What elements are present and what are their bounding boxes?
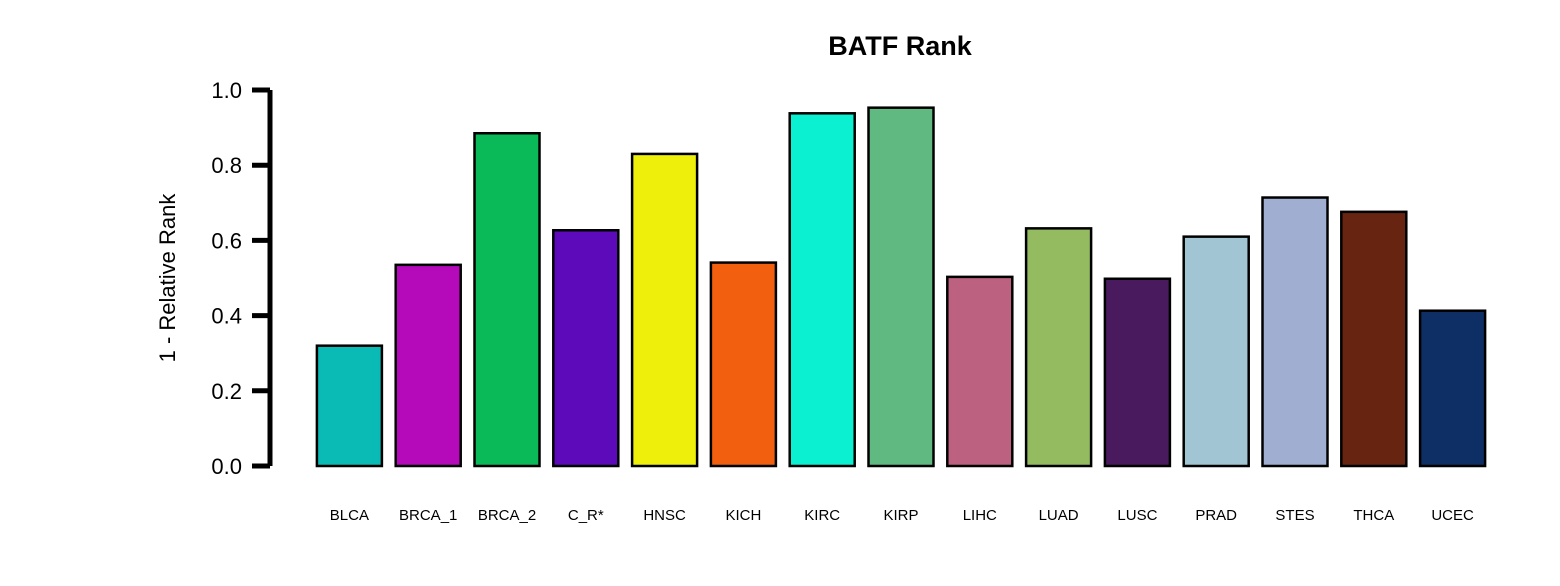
y-tick-label: 0.0 (211, 454, 242, 479)
bar-kirc (788, 112, 856, 468)
y-tick-label: 0.4 (211, 304, 242, 329)
x-tick-label: BRCA_2 (478, 507, 536, 524)
y-axis-label: 1 - Relative Rank (155, 193, 180, 363)
bar-luad (1024, 227, 1093, 468)
bar-c-r (552, 228, 620, 468)
bar-stes (1261, 196, 1329, 468)
y-tick-label: 0.6 (211, 228, 242, 253)
bar-thca (1340, 210, 1408, 468)
x-tick-label: C_R* (568, 507, 604, 524)
x-tick-label: STES (1275, 507, 1314, 524)
chart-title: BATF Rank (828, 31, 972, 61)
x-tick-label: HNSC (643, 507, 686, 524)
bar-lusc (1103, 277, 1172, 468)
x-tick-label: BLCA (330, 507, 369, 524)
y-axis: 0.0 0.2 0.4 0.6 0.8 1.0 (211, 78, 273, 479)
y-tick-label: 1.0 (211, 78, 242, 103)
x-tick-label: KIRP (883, 507, 918, 524)
bar-brca-1 (394, 263, 462, 468)
bars (315, 106, 1487, 468)
x-tick-label: UCEC (1431, 507, 1474, 524)
bar-kich (709, 261, 778, 468)
y-tick-label: 0.2 (211, 379, 242, 404)
x-tick-label: KICH (725, 507, 761, 524)
x-axis-labels: BLCA BRCA_1 BRCA_2 C_R* HNSC KICH KIRC KIRP LIHC… (330, 507, 1474, 524)
bar-ucec (1418, 309, 1487, 468)
bar-blca (315, 344, 384, 468)
x-tick-label: LIHC (963, 507, 997, 524)
y-tick-label: 0.8 (211, 153, 242, 178)
bar-hnsc (630, 152, 699, 468)
bar-kirp (867, 106, 935, 468)
x-tick-label: PRAD (1195, 507, 1237, 524)
x-tick-label: LUSC (1117, 507, 1157, 524)
x-tick-label: BRCA_1 (399, 507, 457, 524)
bar-lihc (946, 275, 1014, 468)
x-tick-label: LUAD (1039, 507, 1079, 524)
x-tick-label: KIRC (804, 507, 840, 524)
bar-prad (1182, 235, 1250, 468)
bar-brca-2 (473, 131, 541, 468)
x-tick-label: THCA (1353, 507, 1394, 524)
